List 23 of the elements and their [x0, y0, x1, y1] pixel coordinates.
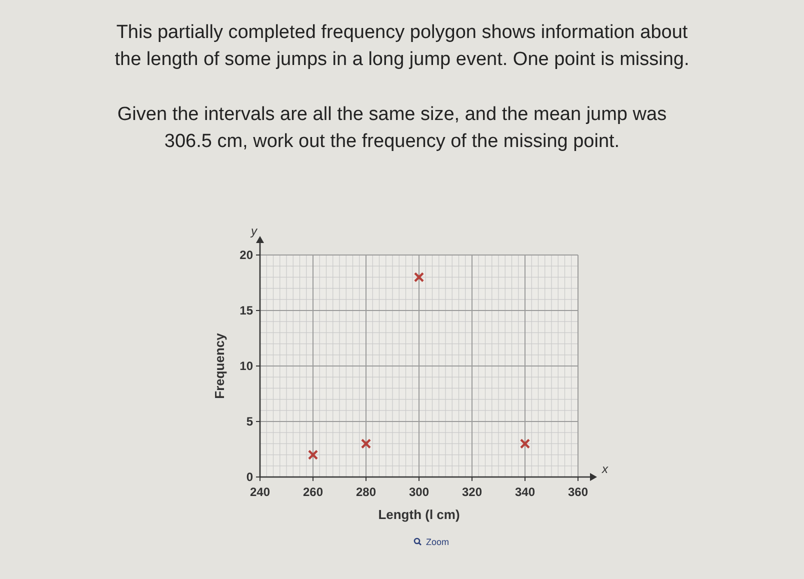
- x-axis-title: Length (l cm): [378, 507, 460, 522]
- y-tick-label: 20: [240, 248, 254, 262]
- x-tick-label: 260: [302, 485, 324, 499]
- y-tick-label: 0: [246, 470, 254, 484]
- y-axis-title: Frequency: [212, 332, 227, 399]
- x-tick-label: 340: [514, 485, 536, 499]
- point: [360, 438, 372, 449]
- x-tick-label: 300: [408, 485, 430, 499]
- chart-subtitle: Given the intervals are all the same size, and the mean jump was 306.5 cm, work out the frequency of the missing point.: [117, 104, 667, 152]
- y-tick-label: 15: [240, 304, 254, 318]
- y-tick-label: 5: [246, 414, 254, 428]
- text: x: [601, 462, 609, 476]
- x-tick-label: 320: [462, 485, 482, 499]
- chart-title: This partially completed frequency polygon shows information about the length of some jumps in a long jump event. One point is missing.: [114, 22, 690, 70]
- point: [414, 272, 424, 282]
- point: [308, 450, 318, 460]
- text: y: [250, 224, 258, 238]
- x-tick-label: 240: [250, 485, 270, 499]
- x-tick-label: 360: [568, 485, 588, 499]
- point: [520, 438, 530, 449]
- text: Zoom: [426, 537, 450, 547]
- y-tick-label: 10: [240, 359, 254, 373]
- x-tick-label: 280: [356, 485, 376, 499]
